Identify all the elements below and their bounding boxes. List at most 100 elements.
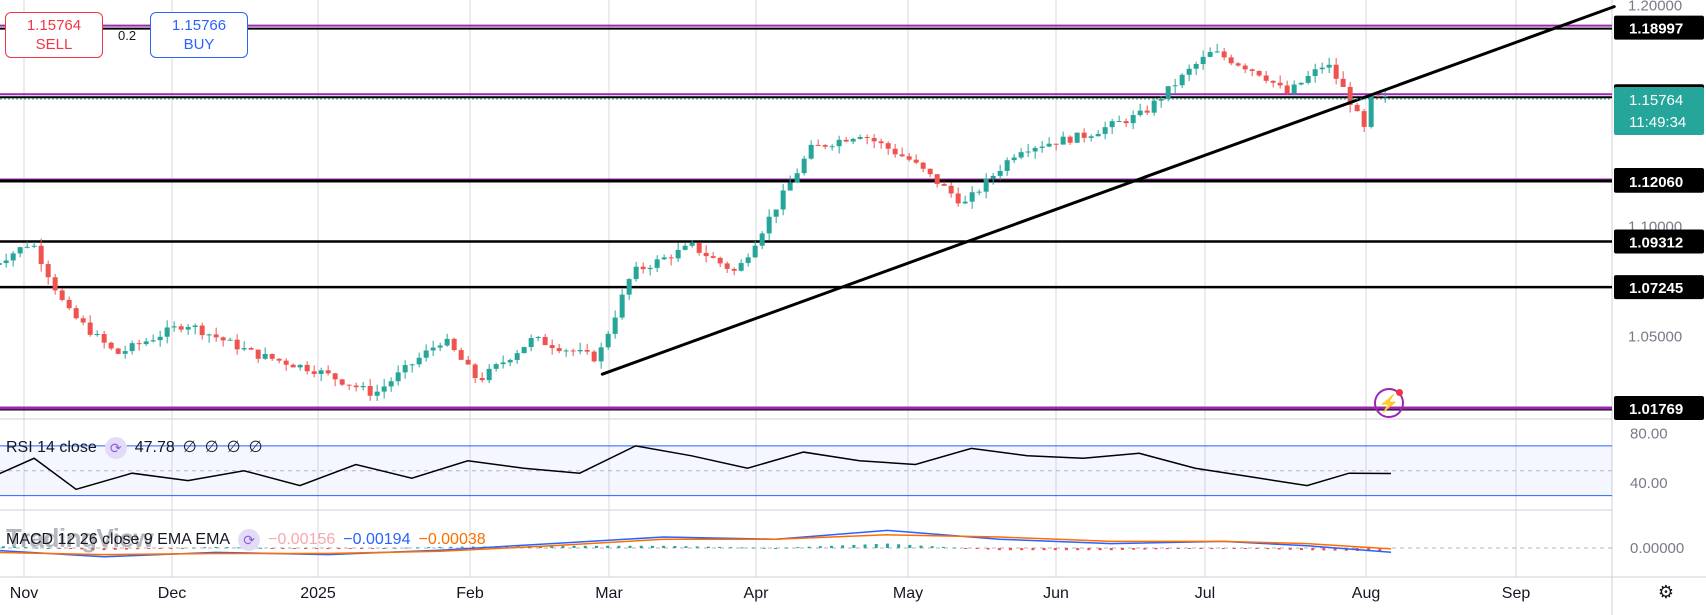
macd-hist-bar [203, 547, 207, 549]
candle-body [1333, 64, 1339, 79]
candle-body [731, 268, 737, 271]
level-price-tag [1614, 15, 1704, 40]
level-price-label: 1.01769 [1629, 401, 1683, 418]
macd-hist-bar [225, 547, 229, 549]
macd-hist-bar [953, 547, 957, 549]
macd-hist-bar [57, 548, 61, 549]
candle-body [52, 277, 58, 291]
candle-body [675, 249, 681, 259]
macd-hist-bar [796, 547, 800, 549]
macd-hist-bar [180, 547, 184, 549]
macd-hist-bar [785, 547, 789, 549]
candle-body [1312, 69, 1318, 77]
horizontal-levels[interactable] [0, 24, 1612, 411]
candle-body [262, 353, 268, 359]
candle-body [857, 136, 863, 139]
candle-body [1130, 115, 1136, 124]
macd-hist-bar [1221, 548, 1225, 549]
candle-body [1228, 57, 1234, 64]
macd-hist-bar [1199, 548, 1203, 549]
candle-body [332, 373, 338, 380]
candle-body [591, 351, 597, 362]
macd-hist-bar [326, 548, 330, 550]
candle-body [1144, 110, 1150, 113]
candle-body [717, 257, 723, 264]
macd-hist-bar [1378, 548, 1382, 552]
candle-body [311, 371, 317, 374]
buy-price: 1.15766 [171, 17, 227, 34]
candle-body [647, 267, 653, 270]
macd-hist-bar [46, 548, 50, 549]
macd-hist-bar [1009, 548, 1013, 551]
macd-hist-bar [91, 548, 95, 550]
settings-icon[interactable]: ⚙ [1657, 582, 1675, 602]
candle-body [1263, 75, 1269, 81]
candle-body [150, 340, 156, 342]
macd-hist-bar [606, 545, 610, 548]
macd-hist-bar [740, 547, 744, 549]
candle-body [255, 349, 261, 359]
candle-body [899, 154, 905, 157]
notification-dot [1396, 389, 1403, 396]
candle-body [1102, 127, 1108, 134]
sell-button[interactable]: 1.15764 SELL [5, 12, 103, 58]
buy-button[interactable]: 1.15766 BUY [150, 12, 248, 58]
refresh-icon[interactable]: ⟳ [104, 437, 127, 459]
macd-hist-bar [1244, 548, 1248, 549]
level-price-label: 1.12060 [1629, 174, 1683, 191]
candle-body [1025, 151, 1031, 153]
trendline[interactable] [600, 5, 1616, 376]
candle-body [80, 318, 86, 323]
macd-hist-bar [829, 545, 833, 548]
macd-hist-bar [975, 548, 979, 549]
macd-hist-bar [192, 547, 196, 549]
macd-hist-bar [1232, 548, 1236, 549]
macd-hist-bar [639, 545, 643, 548]
spread-value: 0.2 [118, 28, 137, 43]
candle-body [1193, 64, 1199, 69]
rsi-legend[interactable]: RSI 14 close ⟳ 47.78 ∅ ∅ ∅ ∅ [6, 437, 271, 459]
candle-body [136, 343, 142, 345]
candle-body [1249, 69, 1255, 71]
macd-hist-bar [136, 548, 140, 550]
level-price-label: 1.18997 [1629, 21, 1683, 38]
candle-body [388, 381, 394, 387]
candle-body [1137, 110, 1143, 116]
macd-hist-bar [292, 548, 296, 549]
candle-body [535, 336, 541, 339]
candle-body [822, 145, 828, 147]
candle-body [843, 139, 849, 142]
candle-body [1046, 143, 1052, 147]
macd-name: MACD 12 26 close 9 EMA EMA [6, 531, 231, 549]
candle-body [829, 146, 835, 148]
macd-hist-bar [1176, 548, 1180, 549]
candle-body [1368, 95, 1374, 127]
candle-body [101, 333, 107, 343]
candle-body [1256, 70, 1262, 76]
rsi-value: 47.78 [134, 439, 175, 457]
macd-hist-bar [908, 544, 912, 548]
candle-body [815, 144, 821, 146]
macd-hist-bar [729, 547, 733, 549]
candle-body [549, 345, 555, 349]
candle-body [1039, 146, 1045, 148]
candle-body [3, 260, 9, 264]
macd-hist-bar [113, 548, 117, 550]
candle-body [871, 138, 877, 142]
buy-label: BUY [183, 36, 215, 53]
macd-hist-bar [841, 545, 845, 548]
macd-hist-bar [986, 548, 990, 550]
macd-legend[interactable]: MACD 12 26 close 9 EMA EMA ⟳ −0.00156 −0.00… [6, 529, 494, 551]
current-price-tag [1614, 87, 1704, 136]
flash-icon[interactable]: ⚡ [1374, 388, 1404, 418]
macd-hist-bar [941, 546, 945, 548]
candle-body [1361, 111, 1367, 127]
candle-body [983, 178, 989, 192]
candle-body [122, 351, 128, 354]
candle-body [689, 243, 695, 246]
current-price-label: 1.15764 [1629, 92, 1683, 109]
refresh-icon[interactable]: ⟳ [238, 529, 261, 551]
macd-hist-bar [572, 545, 576, 548]
macd-hist-bar [1042, 548, 1046, 551]
